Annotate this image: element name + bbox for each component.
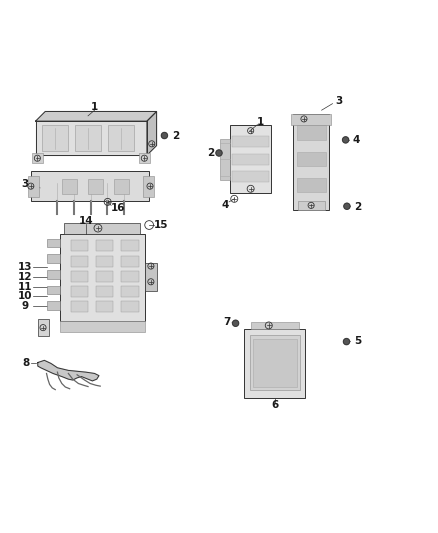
Text: 15: 15 xyxy=(154,220,169,230)
Bar xyxy=(62,179,77,195)
Polygon shape xyxy=(35,121,147,155)
Bar xyxy=(96,271,113,282)
Text: 10: 10 xyxy=(18,291,32,301)
Bar xyxy=(297,201,325,210)
Bar xyxy=(64,223,141,234)
Bar xyxy=(71,240,88,251)
Bar xyxy=(251,321,299,329)
Text: 7: 7 xyxy=(223,317,230,327)
Text: 2: 2 xyxy=(172,131,179,141)
Bar xyxy=(96,286,113,297)
Bar xyxy=(60,234,145,321)
Text: 1: 1 xyxy=(257,117,264,127)
Bar xyxy=(28,176,39,197)
Bar xyxy=(145,263,157,290)
Bar xyxy=(220,139,230,180)
Bar xyxy=(121,240,139,251)
Bar xyxy=(38,319,49,336)
Bar xyxy=(47,254,60,263)
Bar xyxy=(75,125,101,151)
Bar xyxy=(60,321,145,332)
Bar xyxy=(297,152,325,166)
Circle shape xyxy=(233,320,239,326)
Polygon shape xyxy=(35,111,156,121)
Bar xyxy=(291,114,331,125)
Bar xyxy=(232,136,269,147)
Text: 5: 5 xyxy=(354,336,361,346)
Bar xyxy=(143,176,153,197)
Bar xyxy=(232,154,269,165)
Bar xyxy=(121,286,139,297)
Text: 4: 4 xyxy=(353,135,360,145)
Bar xyxy=(47,239,60,247)
Bar xyxy=(96,256,113,266)
Bar xyxy=(139,154,150,163)
Bar xyxy=(297,125,325,140)
Bar xyxy=(121,302,139,312)
Text: 2: 2 xyxy=(354,202,361,212)
Bar xyxy=(108,125,134,151)
Bar xyxy=(71,286,88,297)
Bar xyxy=(96,302,113,312)
Bar xyxy=(31,171,149,201)
Text: 16: 16 xyxy=(110,203,125,213)
Bar xyxy=(42,125,68,151)
Bar xyxy=(71,302,88,312)
Text: 12: 12 xyxy=(18,272,32,282)
Text: 8: 8 xyxy=(22,358,30,368)
Circle shape xyxy=(344,203,350,209)
Bar xyxy=(88,179,103,195)
Text: 14: 14 xyxy=(78,216,93,225)
Polygon shape xyxy=(38,360,99,381)
Circle shape xyxy=(161,133,167,139)
Text: 1: 1 xyxy=(91,102,98,112)
Text: 3: 3 xyxy=(336,96,343,107)
Text: 3: 3 xyxy=(21,179,28,189)
Bar xyxy=(47,270,60,279)
Bar xyxy=(96,240,113,251)
Bar xyxy=(32,154,43,163)
Circle shape xyxy=(343,338,350,345)
Text: 4: 4 xyxy=(222,200,229,210)
Bar xyxy=(244,329,305,398)
Bar xyxy=(230,125,272,193)
Text: 9: 9 xyxy=(21,301,28,311)
Text: 11: 11 xyxy=(18,281,32,292)
Circle shape xyxy=(216,150,222,156)
Bar xyxy=(253,340,297,387)
Polygon shape xyxy=(147,111,156,155)
Bar xyxy=(250,335,300,391)
Text: 13: 13 xyxy=(18,262,32,272)
Bar xyxy=(297,178,325,192)
Bar xyxy=(121,256,139,266)
Bar xyxy=(47,302,60,310)
Bar xyxy=(293,114,329,210)
Text: 2: 2 xyxy=(207,148,214,158)
Circle shape xyxy=(343,137,349,143)
Bar xyxy=(47,286,60,294)
Bar xyxy=(71,256,88,266)
Bar xyxy=(121,271,139,282)
Bar xyxy=(71,271,88,282)
Bar xyxy=(114,179,130,195)
Text: 6: 6 xyxy=(271,400,279,410)
Bar xyxy=(232,171,269,182)
